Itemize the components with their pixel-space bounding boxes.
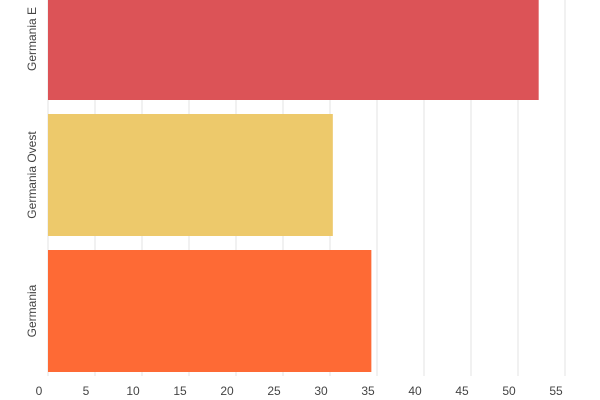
bar bbox=[48, 114, 333, 236]
x-tick-label: 35 bbox=[361, 384, 375, 398]
x-tick-label: 15 bbox=[173, 384, 187, 398]
x-tick-label: 10 bbox=[126, 384, 140, 398]
x-tick-label: 50 bbox=[502, 384, 516, 398]
x-tick-label: 55 bbox=[549, 384, 563, 398]
x-tick-label: 30 bbox=[314, 384, 328, 398]
x-tick-label: 25 bbox=[267, 384, 281, 398]
bar bbox=[48, 250, 372, 372]
x-tick-label: 45 bbox=[455, 384, 469, 398]
x-tick-label: 0 bbox=[36, 384, 43, 398]
bar bbox=[48, 0, 539, 100]
x-tick-label: 40 bbox=[408, 384, 422, 398]
y-tick-label: Germania bbox=[25, 284, 39, 337]
y-tick-label: Germania Ovest bbox=[25, 131, 39, 219]
y-tick-label: Germania E bbox=[25, 7, 39, 71]
x-tick-label: 20 bbox=[220, 384, 234, 398]
x-tick-label: 5 bbox=[83, 384, 90, 398]
